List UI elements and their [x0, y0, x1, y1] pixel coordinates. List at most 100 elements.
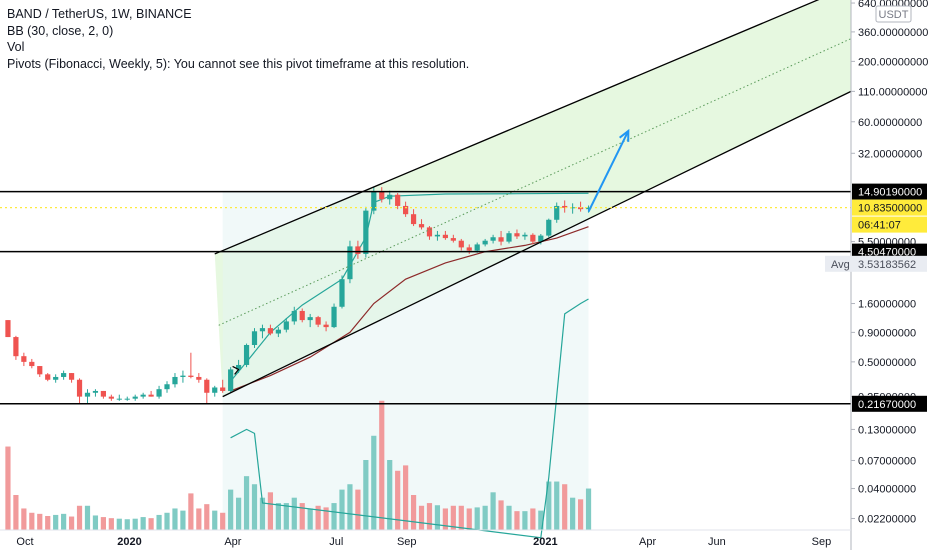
volume-bar [164, 512, 170, 530]
last-price-tag-label: 10.83500000 [858, 203, 922, 215]
candle-body [299, 310, 305, 321]
volume-bar [562, 484, 568, 530]
candle-body [5, 320, 11, 338]
candle-body [530, 234, 536, 242]
candle-body [29, 361, 35, 367]
candle-body [506, 233, 512, 242]
candle-body [418, 224, 425, 228]
volume-bar [45, 516, 51, 530]
candle-body [148, 394, 154, 397]
time-tick-label: 2020 [117, 536, 141, 548]
candle-body [522, 234, 528, 237]
volume-bar [554, 481, 560, 530]
price-tick-label: 360.00000000 [858, 27, 928, 39]
volume-bar [403, 465, 409, 530]
candle-body [363, 210, 369, 254]
price-tick-label: 0.90000000 [858, 327, 916, 339]
candle-body [538, 235, 544, 242]
currency-badge: USDT [875, 5, 912, 23]
avg-price-tag: Avg 3.53183562 [825, 255, 927, 272]
candle-body [410, 214, 417, 225]
candle-body [61, 373, 67, 377]
channel-start-arrow [232, 365, 240, 375]
volume-bar [299, 503, 305, 530]
projection-arrow-line [587, 130, 630, 213]
time-tick-label: Jun [708, 536, 726, 548]
candle-body [585, 207, 592, 210]
volume-bar [307, 508, 313, 530]
time-tick-label: Oct [16, 536, 33, 548]
candle-body [204, 379, 210, 393]
price-tick-label: 1.60000000 [858, 299, 916, 311]
price-tick-label: 0.02200000 [858, 514, 916, 526]
candle-body [482, 240, 488, 245]
candle-body [164, 384, 170, 390]
symbol-title[interactable]: BAND / TetherUS, 1W, BINANCE [7, 7, 192, 21]
volume-bar [220, 512, 226, 530]
volume-bar [546, 481, 552, 530]
price-tick-label: 0.13000000 [858, 424, 916, 436]
volume-bar [450, 505, 456, 530]
currency-badge-label: USDT [879, 9, 909, 21]
volume-bar [323, 507, 329, 530]
level-tag-label: 4.50470000 [858, 247, 916, 259]
candle-body [498, 237, 504, 242]
drawings-layer [0, 0, 852, 405]
candle-body [395, 194, 401, 206]
indicator-pivots[interactable]: Pivots (Fibonacci, Weekly, 5): You canno… [7, 56, 470, 71]
volume-bar [490, 492, 496, 530]
price-tick-label: 0.50000000 [858, 357, 916, 369]
level-tag-box [852, 183, 927, 200]
volume-bar [426, 503, 433, 530]
volume-bar [61, 513, 67, 530]
candle-body [251, 331, 258, 345]
candle-body [315, 317, 321, 325]
candle-body [267, 328, 274, 334]
currency-badge-box [875, 5, 912, 23]
indicator-bb[interactable]: BB (30, close, 2, 0) [7, 23, 114, 38]
candle-body [92, 390, 99, 393]
volume-bar [291, 497, 297, 530]
candle-body [387, 194, 393, 200]
volume-bar [243, 476, 250, 530]
volume-bar [466, 508, 472, 530]
volume-bar [577, 499, 584, 530]
level-tag: 4.50470000 [852, 243, 927, 260]
channel-lower-line [222, 90, 852, 398]
avg-price-box [825, 255, 927, 272]
candle-body [84, 392, 91, 397]
candle-body [434, 234, 441, 237]
volume-bar [339, 489, 345, 530]
time-tick-label: Jul [329, 536, 343, 548]
candle-body [140, 394, 146, 397]
candle-body [458, 240, 464, 248]
volume-bar [259, 497, 266, 530]
time-tick-label: Apr [639, 536, 656, 548]
candle-body [116, 398, 122, 400]
channel-upper-line [214, 0, 820, 255]
volume-bar [37, 513, 43, 530]
volume-bar [156, 514, 162, 530]
candle-body [554, 205, 560, 220]
indicator-vol[interactable]: Vol [7, 40, 25, 54]
volume-bar [148, 518, 154, 530]
avg-price-value: 3.53183562 [858, 259, 916, 271]
volume-bar [5, 446, 11, 530]
countdown-tag: 06:41:07 [852, 216, 927, 233]
candle-body [371, 191, 377, 211]
candle-body [562, 205, 568, 208]
candle-body [450, 238, 456, 241]
level-tag-label: 0.21670000 [858, 399, 916, 411]
volume-bar [570, 497, 576, 530]
candle-body [339, 279, 345, 307]
volume-bar [275, 503, 281, 530]
candle-body [196, 376, 202, 380]
volume-bar [410, 495, 417, 530]
volume-bar [180, 510, 186, 530]
volume-bar [29, 512, 35, 530]
volume-bar [172, 508, 178, 530]
volume-bar [387, 460, 393, 530]
countdown-tag-box [852, 216, 927, 233]
